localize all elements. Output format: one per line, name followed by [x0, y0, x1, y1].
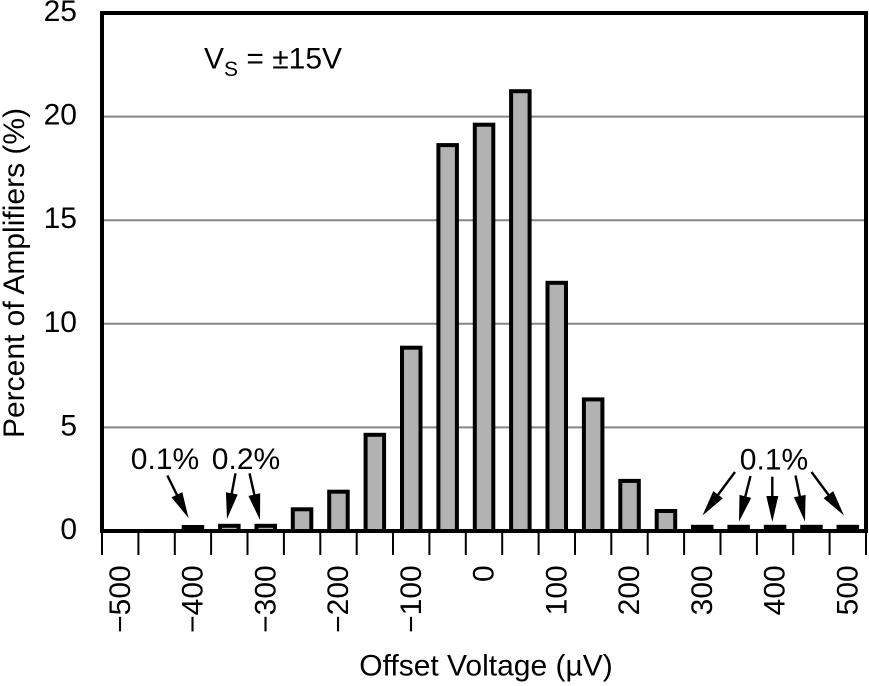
svg-text:−100: −100 — [395, 565, 428, 633]
svg-text:200: 200 — [613, 565, 646, 615]
svg-text:10: 10 — [44, 306, 77, 339]
svg-text:20: 20 — [44, 99, 77, 132]
svg-text:−400: −400 — [177, 565, 210, 633]
svg-text:300: 300 — [686, 565, 719, 615]
svg-text:400: 400 — [759, 565, 792, 615]
svg-text:−300: −300 — [249, 565, 282, 633]
svg-text:Offset Voltage (µV): Offset Voltage (µV) — [359, 650, 613, 683]
svg-text:25: 25 — [44, 0, 77, 28]
svg-text:0: 0 — [60, 513, 77, 546]
svg-text:15: 15 — [44, 202, 77, 235]
svg-text:0.2%: 0.2% — [212, 443, 280, 476]
svg-text:100: 100 — [541, 565, 574, 615]
svg-text:Percent of Amplifiers (%): Percent of Amplifiers (%) — [0, 108, 31, 438]
svg-text:5: 5 — [60, 409, 77, 442]
svg-text:0.1%: 0.1% — [740, 444, 808, 477]
svg-text:500: 500 — [832, 565, 865, 615]
svg-text:0.1%: 0.1% — [131, 443, 199, 476]
svg-text:VS = ±15V: VS = ±15V — [204, 43, 342, 82]
svg-text:−200: −200 — [322, 565, 355, 633]
svg-text:0: 0 — [468, 565, 501, 582]
svg-text:−500: −500 — [104, 565, 137, 633]
